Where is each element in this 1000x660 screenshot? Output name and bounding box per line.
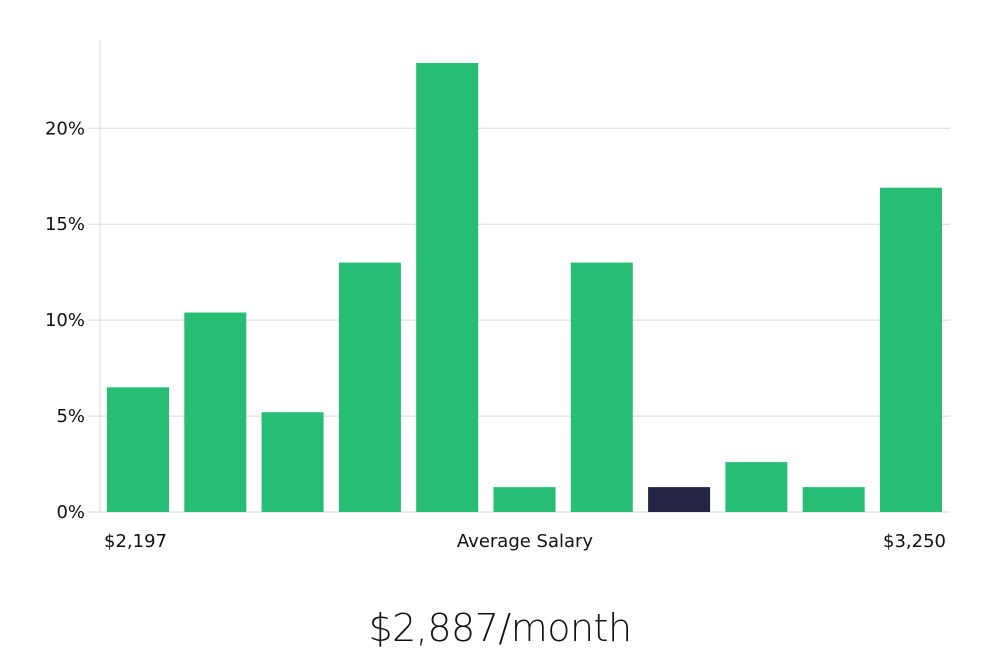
bar (261, 412, 324, 512)
average-salary-value: $2,887/month (368, 606, 632, 650)
bar (184, 312, 247, 512)
bars (107, 63, 942, 512)
x-axis-end-label: $3,250 (883, 531, 946, 552)
y-tick-label: 15% (45, 214, 85, 235)
bar (570, 262, 633, 512)
bar (880, 187, 942, 512)
y-axis-ticks: 0% 5% 10% 15% 20% (45, 118, 85, 523)
bar (338, 262, 401, 512)
bar (725, 462, 788, 512)
bar (493, 487, 556, 512)
bar (107, 387, 169, 512)
y-tick-label: 0% (56, 502, 85, 523)
bar-highlighted (648, 487, 711, 512)
x-axis-start-label: $2,197 (104, 531, 167, 552)
bar (416, 63, 479, 512)
salary-histogram: 0% 5% 10% 15% 20% $2,197 Average Salary $3,2… (45, 40, 950, 552)
x-axis-title: Average Salary (457, 531, 594, 552)
y-tick-label: 5% (56, 406, 85, 427)
y-tick-label: 10% (45, 310, 85, 331)
y-tick-label: 20% (45, 118, 85, 139)
bar (802, 487, 865, 512)
